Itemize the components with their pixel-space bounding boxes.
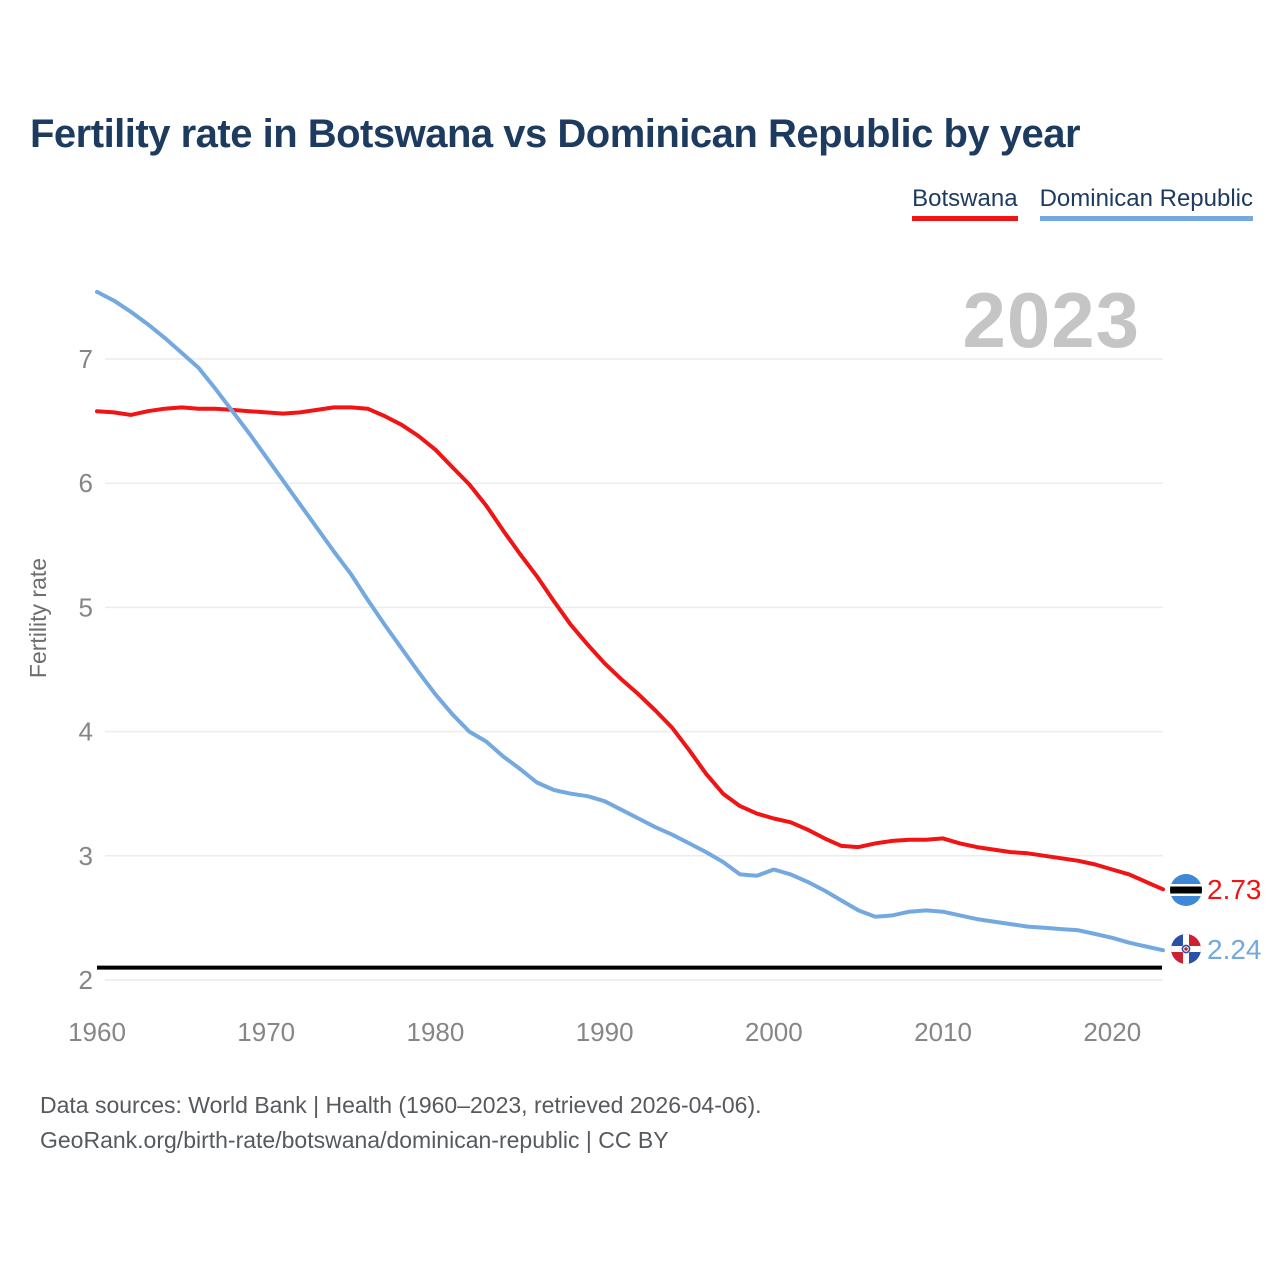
- legend-item-dominican-republic[interactable]: Dominican Republic: [1039, 185, 1253, 221]
- footer: Data sources: World Bank | Health (1960–…: [40, 1088, 762, 1158]
- botswana-end-value: 2.73: [1207, 874, 1262, 905]
- y-tick-label: 3: [79, 841, 93, 871]
- y-tick-label: 6: [79, 468, 93, 498]
- x-tick-label: 2010: [914, 1017, 972, 1047]
- legend-swatch-dominican-republic: [1039, 216, 1253, 221]
- x-tick-label: 2000: [745, 1017, 803, 1047]
- dominican-republic-end-value: 2.24: [1207, 934, 1262, 965]
- footer-sources-line: Data sources: World Bank | Health (1960–…: [40, 1092, 762, 1118]
- page-title: Fertility rate in Botswana vs Dominican …: [30, 112, 1081, 156]
- legend-item-botswana[interactable]: Botswana: [912, 185, 1018, 221]
- legend-label-botswana: Botswana: [912, 185, 1018, 212]
- legend-label-dominican-republic: Dominican Republic: [1039, 185, 1253, 212]
- x-tick-label: 2020: [1083, 1017, 1141, 1047]
- x-tick-label: 1990: [576, 1017, 634, 1047]
- x-tick-label: 1970: [237, 1017, 295, 1047]
- y-tick-label: 4: [79, 717, 93, 747]
- legend: Botswana Dominican Republic: [912, 185, 1253, 221]
- y-tick-label: 2: [79, 965, 93, 995]
- series-line-dominican-republic: [95, 289, 1165, 953]
- y-tick-label: 5: [79, 592, 93, 622]
- dominican-republic-flag-icon: [1171, 934, 1201, 964]
- x-tick-label: 1960: [68, 1017, 126, 1047]
- legend-swatch-botswana: [912, 216, 1018, 221]
- fertility-line-chart: 2 3 4 5 6 7 1960 1970 1980 1990 2000 2010 2020 Ferti…: [25, 289, 1262, 1047]
- series-line-botswana: [95, 405, 1165, 892]
- x-tick-label: 1980: [406, 1017, 464, 1047]
- footer-attribution-line: GeoRank.org/birth-rate/botswana/dominica…: [40, 1127, 669, 1153]
- botswana-flag-icon: [1170, 874, 1202, 906]
- y-axis-title: Fertility rate: [25, 558, 51, 678]
- year-watermark: 2023: [962, 276, 1140, 364]
- y-tick-label: 7: [79, 344, 93, 374]
